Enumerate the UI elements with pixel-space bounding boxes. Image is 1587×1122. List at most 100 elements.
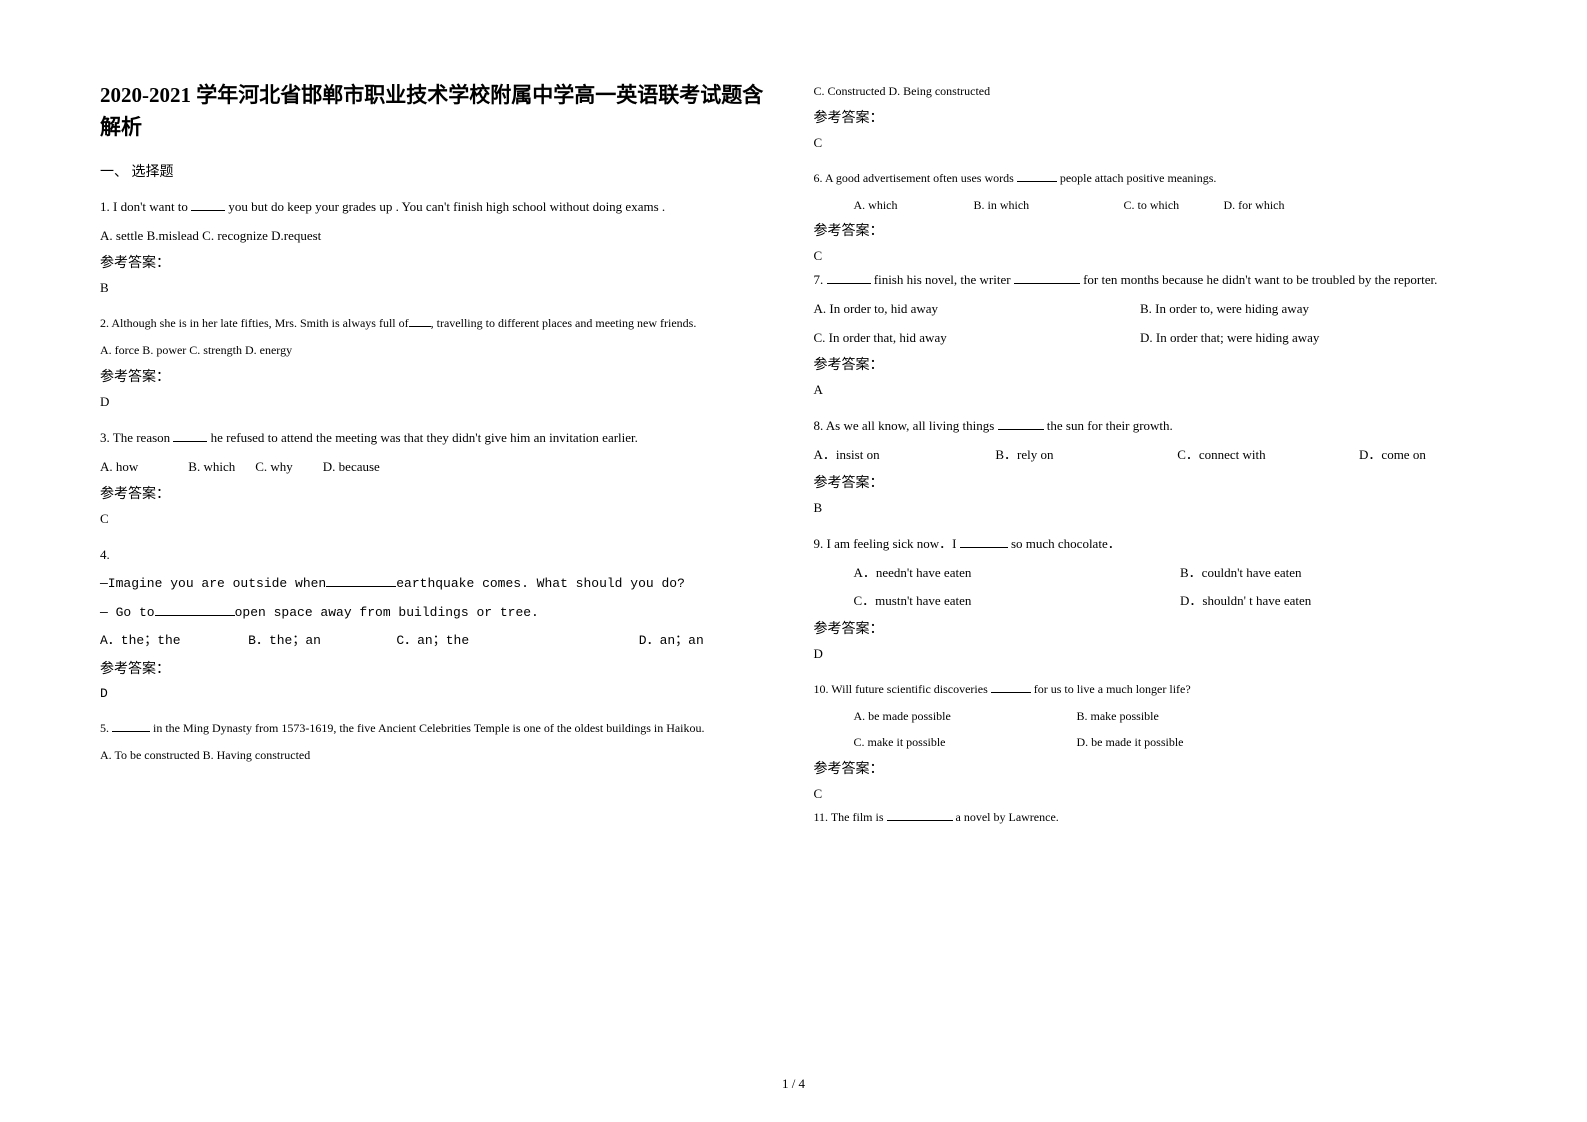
q7-opt-c: C. In order that, hid away [814,326,1137,351]
q4-answer-label: 参考答案： [100,658,774,678]
q3-answer-label: 参考答案： [100,483,774,503]
q5-blank [112,720,150,732]
q5-line3: C. Constructed D. Being constructed [814,80,1488,103]
q2-answer: D [100,394,774,410]
q10-opt-a: A. be made possible [854,705,1074,728]
q10-text-b: for us to live a much longer life? [1031,682,1191,696]
page-number: 1 / 4 [782,1076,805,1092]
q9-text-a: 9. I am feeling sick now．I [814,536,960,551]
q10-opt-b: B. make possible [1077,709,1159,723]
q4-line1-b: earthquake comes. What should you do? [396,576,685,591]
q6-opt-b: B. in which [974,194,1124,217]
q6-answer-label: 参考答案： [814,220,1488,240]
q4-line1-a: —Imagine you are outside when [100,576,326,591]
q4-line1: —Imagine you are outside when earthquake … [100,572,774,597]
q3-opt-d: D. because [323,455,380,480]
q10-answer: C [814,786,1488,802]
q9-blank [960,535,1008,548]
q2-text-a: 2. Although she is in her late fifties, … [100,316,409,330]
q10-text: 10. Will future scientific discoveries f… [814,678,1488,701]
q7-blank1 [827,271,871,284]
q7-text-a: 7. [814,272,827,287]
q1-answer-label: 参考答案： [100,252,774,272]
q6-text-a: 6. A good advertisement often uses words [814,171,1017,185]
q3-text-b: he refused to attend the meeting was tha… [207,430,638,445]
q7-answer-label: 参考答案： [814,354,1488,374]
q9-answer: D [814,646,1488,662]
q8-text: 8. As we all know, all living things the… [814,414,1488,439]
q3-opt-a: A. how [100,455,138,480]
q2-answer-label: 参考答案： [100,366,774,386]
q7-opt-d: D. In order that; were hiding away [1140,326,1463,351]
q9-text: 9. I am feeling sick now．I so much choco… [814,532,1488,557]
q9-opt-d: D．shouldn' t have eaten [1180,593,1311,608]
q3-opt-b: B. which [188,455,235,480]
q6-answer: C [814,248,1488,264]
q11-text-a: 11. The film is [814,810,887,824]
q8-answer-label: 参考答案： [814,472,1488,492]
q5-text: 5. in the Ming Dynasty from 1573-1619, t… [100,717,774,740]
left-column: 2020-2021 学年河北省邯郸市职业技术学校附属中学高一英语联考试题含解析 … [100,80,774,833]
q4-line2-a: — Go to [100,605,155,620]
q3-opt-c: C. why [255,455,293,480]
q7-opt-a: A. In order to, hid away [814,297,1137,322]
q3-options: A. how B. which C. why D. because [100,455,774,480]
q9-options-row1: A．needn't have eaten B．couldn't have eat… [814,561,1488,586]
q4-opt-a: A．the；the [100,629,248,654]
q2-options: A. force B. power C. strength D. energy [100,339,774,362]
q8-answer: B [814,500,1488,516]
q7-answer: A [814,382,1488,398]
q10-opt-d: D. be made it possible [1077,735,1184,749]
q5-answer-label: 参考答案： [814,107,1488,127]
q10-options-row1: A. be made possible B. make possible [814,705,1488,728]
q7-text-c: for ten months because he didn't want to… [1080,272,1438,287]
q10-answer-label: 参考答案： [814,758,1488,778]
q3-text: 3. The reason he refused to attend the m… [100,426,774,451]
q4-options: A．the；the B．the；an C．an；the D．an；an [100,629,774,654]
q1-text-b: you but do keep your grades up . You can… [225,199,665,214]
q1-answer: B [100,280,774,296]
q3-answer: C [100,511,774,527]
q5-answer: C [814,135,1488,151]
q9-opt-a: A．needn't have eaten [854,561,1177,586]
q4-answer: D [100,686,774,701]
q7-text-b: finish his novel, the writer [871,272,1014,287]
q5-text-a: 5. [100,721,112,735]
q9-opt-c: C．mustn't have eaten [854,589,1177,614]
q5-line2: A. To be constructed B. Having construct… [100,744,774,767]
q8-text-b: the sun for their growth. [1044,418,1173,433]
right-column: C. Constructed D. Being constructed 参考答案… [814,80,1488,833]
q1-text-a: 1. I don't want to [100,199,191,214]
q4-line2: — Go to open space away from buildings or… [100,601,774,626]
q4-blank1 [326,574,396,587]
q6-blank [1017,170,1057,182]
q3-text-a: 3. The reason [100,430,173,445]
q2-text: 2. Although she is in her late fifties, … [100,312,774,335]
q10-blank [991,681,1031,693]
q4-line2-b: open space away from buildings or tree. [235,605,539,620]
q1-text: 1. I don't want to you but do keep your … [100,195,774,220]
q7-options-row1: A. In order to, hid away B. In order to,… [814,297,1488,322]
q1-blank [191,198,225,211]
q8-opt-c: C．connect with [1177,443,1359,468]
q11-text: 11. The film is a novel by Lawrence. [814,806,1488,829]
q7-opt-b: B. In order to, were hiding away [1140,297,1463,322]
q7-blank2 [1014,271,1080,284]
q4-num: 4. [100,543,774,568]
q8-opt-a: A．insist on [814,443,996,468]
q2-blank [409,315,431,327]
q6-text: 6. A good advertisement often uses words… [814,167,1488,190]
section-header: 一、 选择题 [100,161,774,181]
q8-blank [998,417,1044,430]
q10-opt-c: C. make it possible [854,731,1074,754]
q11-blank [887,809,953,821]
page-container: 2020-2021 学年河北省邯郸市职业技术学校附属中学高一英语联考试题含解析 … [0,0,1587,873]
q3-blank [173,429,207,442]
q7-text: 7. finish his novel, the writer for ten … [814,268,1488,293]
q10-options-row2: C. make it possible D. be made it possib… [814,731,1488,754]
q4-opt-c: C．an；the [396,629,638,654]
q7-options-row2: C. In order that, hid away D. In order t… [814,326,1488,351]
document-title: 2020-2021 学年河北省邯郸市职业技术学校附属中学高一英语联考试题含解析 [100,80,774,143]
q9-options-row2: C．mustn't have eaten D．shouldn' t have e… [814,589,1488,614]
q6-opt-d: D. for which [1224,194,1285,217]
